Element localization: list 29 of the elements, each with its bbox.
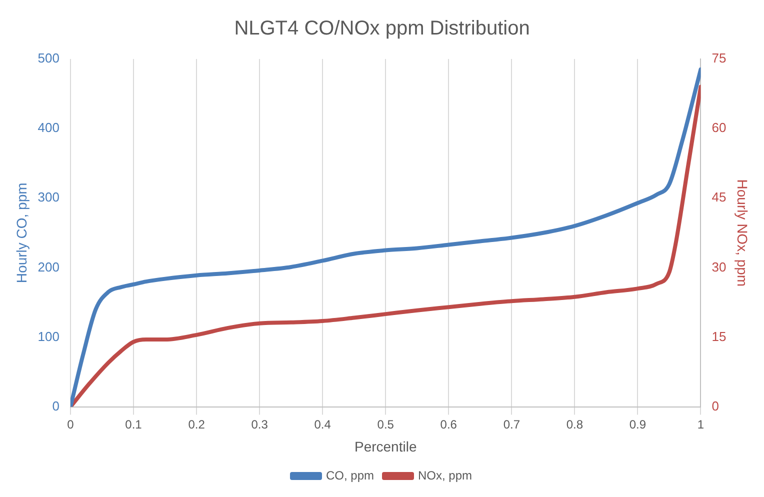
x-tick-label: 0.5 xyxy=(377,417,394,432)
x-tick-label: 0.9 xyxy=(629,417,646,432)
y-tick-label: 200 xyxy=(38,259,60,274)
y2-tick-label: 60 xyxy=(712,120,726,136)
y2-tick-label: 0 xyxy=(712,398,719,414)
x-tick-label: 0.2 xyxy=(188,417,206,432)
y-tick-label: 500 xyxy=(38,50,60,66)
x-tick-label: 0.1 xyxy=(125,417,142,432)
y2-tick-label: 15 xyxy=(712,328,726,344)
x-tick-label: 0.4 xyxy=(314,417,332,432)
x-tick-label: 0.7 xyxy=(503,417,520,432)
y-tick-label: 400 xyxy=(38,120,60,136)
x-tick-label: 0.8 xyxy=(566,417,584,432)
y2-tick-label: 30 xyxy=(712,259,726,274)
y-tick-label: 100 xyxy=(38,328,60,344)
y2-tick-label: 75 xyxy=(712,50,726,66)
x-tick-label: 0.6 xyxy=(440,417,458,432)
y2-tick-label: 45 xyxy=(712,190,726,205)
y-tick-label: 300 xyxy=(38,190,60,205)
chart-title: NLGT4 CO/NOx ppm Distribution xyxy=(234,18,530,40)
x-tick-label: 0 xyxy=(67,417,74,432)
y2-axis-title: Hourly NOx, ppm xyxy=(734,179,751,287)
x-tick-label: 0.3 xyxy=(251,417,268,432)
legend-label: NOx, ppm xyxy=(418,468,472,482)
legend-label: CO, ppm xyxy=(326,468,374,482)
x-axis-title: Percentile xyxy=(354,438,417,454)
x-tick-label: 1 xyxy=(697,417,704,432)
y-axis-title: Hourly CO, ppm xyxy=(13,182,30,284)
y-tick-label: 0 xyxy=(52,398,60,414)
